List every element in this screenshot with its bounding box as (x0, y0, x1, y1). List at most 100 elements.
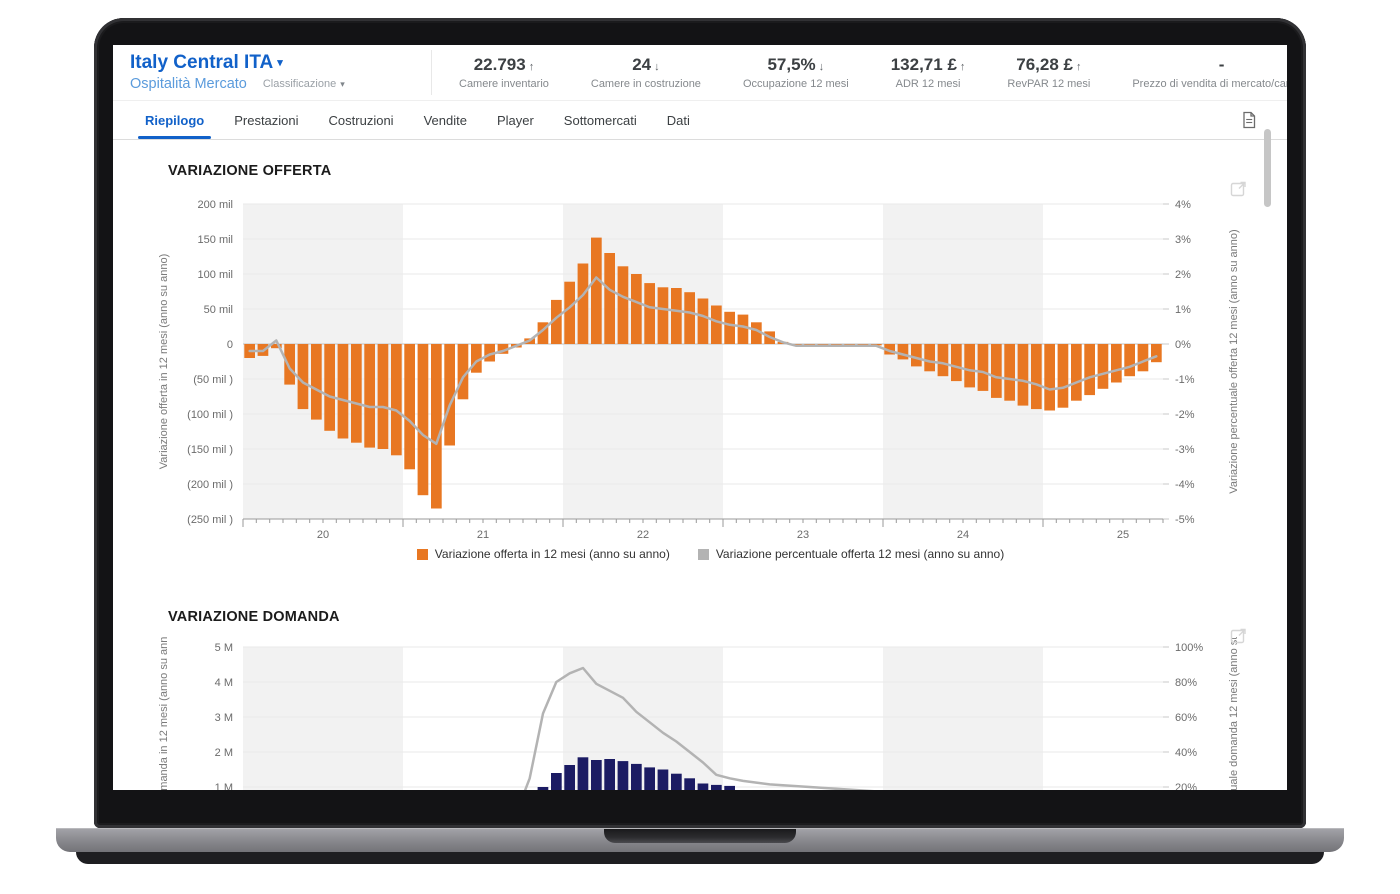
down-arrow-icon: ↓ (818, 61, 825, 73)
svg-text:2%: 2% (1175, 269, 1191, 281)
svg-text:4 M: 4 M (215, 677, 233, 689)
svg-text:20: 20 (317, 529, 329, 541)
svg-text:(50 mil ): (50 mil ) (193, 374, 233, 386)
svg-text:0%: 0% (1175, 339, 1191, 351)
stat-label: ADR 12 mesi (895, 78, 961, 90)
document-report-icon[interactable] (1239, 110, 1259, 130)
svg-text:-5%: -5% (1175, 514, 1195, 526)
svg-text:Variazione domanda in 12 mesi: Variazione domanda in 12 mesi (anno su a… (158, 637, 170, 790)
classification-label: Classificazione (262, 78, 337, 90)
svg-text:-4%: -4% (1175, 479, 1195, 491)
stat-label: RevPAR 12 mesi (1007, 78, 1091, 90)
supply-chart-title: VARIAZIONE OFFERTA (168, 163, 332, 179)
laptop-lid-bezel: Italy Central ITA ▾ Ospitalità Mercato Cl… (94, 18, 1306, 828)
stat-label: Camere in costruzione (590, 78, 701, 90)
svg-text:(150 mil ): (150 mil ) (187, 444, 233, 456)
legend-item-supply-bars: Variazione offerta in 12 mesi (anno su a… (416, 547, 670, 561)
svg-text:60%: 60% (1175, 712, 1197, 724)
svg-text:150 mil: 150 mil (198, 234, 233, 246)
stat-label: Occupazione 12 mesi (742, 78, 849, 90)
svg-text:80%: 80% (1175, 677, 1197, 689)
laptop-notch (604, 829, 796, 843)
svg-text:-1%: -1% (1175, 374, 1195, 386)
svg-text:5 M: 5 M (215, 642, 233, 654)
svg-text:(200 mil ): (200 mil ) (187, 479, 233, 491)
dashboard-content: VARIAZIONE OFFERTA 200 mil 150 mil 100 mil… (113, 129, 1287, 790)
app-header: Italy Central ITA ▾ Ospitalità Mercato Cl… (113, 45, 1287, 101)
svg-text:22: 22 (637, 529, 649, 541)
tab-vendite[interactable]: Vendite (423, 112, 467, 128)
tab-dati[interactable]: Dati (666, 112, 690, 128)
up-arrow-icon: ↑ (1075, 61, 1082, 73)
svg-text:Variazione percentuale offerta: Variazione percentuale offerta 12 mesi (… (1228, 229, 1240, 493)
stat-value: 57,5% (767, 55, 816, 74)
svg-text:1 M: 1 M (215, 782, 233, 790)
svg-text:24: 24 (957, 529, 969, 541)
stat-value: 22.793 (473, 55, 526, 74)
svg-text:(100 mil ): (100 mil ) (187, 409, 233, 421)
legend-swatch-orange (416, 548, 428, 560)
tab-riepilogo[interactable]: Riepilogo (130, 101, 219, 139)
stat-occupazione: 57,5% ↓ Occupazione 12 mesi (722, 55, 870, 90)
legend-item-supply-pct-line: Variazione percentuale offerta 12 mesi (… (697, 547, 1005, 561)
svg-text:23: 23 (797, 529, 809, 541)
classification-dropdown[interactable]: Classificazione ▾ (263, 78, 345, 90)
laptop-screen: Italy Central ITA ▾ Ospitalità Mercato Cl… (113, 45, 1287, 790)
svg-text:3%: 3% (1175, 234, 1191, 246)
svg-text:Variazione percentuale domanda: Variazione percentuale domanda 12 mesi (… (1228, 637, 1240, 790)
supply-chart-canvas: 200 mil 150 mil 100 mil 50 mil 0 (50 mil ) (10… (158, 199, 1240, 541)
svg-text:40%: 40% (1175, 747, 1197, 759)
svg-text:100 mil: 100 mil (198, 269, 233, 281)
stat-adr: 132,71 £ ↑ ADR 12 mesi (870, 55, 987, 90)
up-arrow-icon: ↑ (959, 61, 966, 73)
laptop-base (56, 828, 1344, 864)
expand-icon[interactable] (1230, 627, 1247, 644)
stat-revpar: 76,28 £ ↑ RevPAR 12 mesi (986, 55, 1111, 90)
svg-text:100%: 100% (1175, 642, 1203, 654)
tab-costruzioni[interactable]: Costruzioni (328, 112, 394, 128)
svg-text:4%: 4% (1175, 199, 1191, 211)
tab-prestazioni[interactable]: Prestazioni (234, 112, 299, 128)
expand-icon[interactable] (1230, 180, 1247, 197)
vertical-scrollbar[interactable] (1264, 129, 1271, 207)
market-subtitle: Ospitalità Mercato (130, 76, 247, 92)
svg-text:25: 25 (1117, 529, 1129, 541)
chevron-down-icon: ▾ (340, 79, 345, 89)
tab-player[interactable]: Player (496, 112, 534, 128)
tab-sottomercati[interactable]: Sottomercati (563, 112, 637, 128)
stat-camere-inventario: 22.793 ↑ Camere inventario (438, 55, 570, 90)
svg-text:50 mil: 50 mil (204, 304, 233, 316)
stat-value: 24 (632, 55, 652, 74)
stat-value: - (1218, 55, 1225, 74)
stat-camere-costruzione: 24 ↓ Camere in costruzione (570, 55, 722, 90)
stat-label: Camere inventario (459, 78, 549, 90)
chevron-down-icon: ▾ (277, 57, 283, 69)
kpi-stats-row: 22.793 ↑ Camere inventario 24 ↓ Camere in … (431, 50, 1287, 95)
up-arrow-icon: ↑ (528, 61, 535, 73)
svg-text:200 mil: 200 mil (198, 199, 233, 211)
legend-label: Variazione percentuale offerta 12 mesi (… (715, 547, 1005, 561)
laptop-frame: Italy Central ITA ▾ Ospitalità Mercato Cl… (56, 18, 1344, 864)
legend-swatch-gray (697, 548, 709, 560)
market-header: Italy Central ITA ▾ Ospitalità Mercato Cl… (130, 51, 345, 92)
tab-bar: Riepilogo Prestazioni Costruzioni Vendit… (113, 101, 1287, 140)
svg-text:Variazione offerta in 12 mesi: Variazione offerta in 12 mesi (anno su a… (158, 254, 170, 469)
svg-text:0: 0 (227, 339, 233, 351)
svg-text:-3%: -3% (1175, 444, 1195, 456)
down-arrow-icon: ↓ (654, 61, 660, 73)
stat-prezzo-vendita: - Prezzo di vendita di mercato/camera (1111, 55, 1287, 90)
supply-chart: 200 mil 150 mil 100 mil 50 mil 0 (50 mil ) (10… (143, 194, 1287, 542)
stat-label: Prezzo di vendita di mercato/camera (1132, 78, 1287, 90)
supply-chart-legend: Variazione offerta in 12 mesi (anno su a… (143, 544, 1278, 564)
stat-value: 76,28 £ (1016, 55, 1073, 74)
svg-text:2 M: 2 M (215, 747, 233, 759)
svg-text:21: 21 (477, 529, 489, 541)
svg-text:3 M: 3 M (215, 712, 233, 724)
market-title: Italy Central ITA (130, 52, 274, 73)
legend-label: Variazione offerta in 12 mesi (anno su a… (434, 547, 670, 561)
svg-text:-2%: -2% (1175, 409, 1195, 421)
market-selector[interactable]: Italy Central ITA ▾ (130, 51, 345, 75)
stat-value: 132,71 £ (890, 55, 957, 74)
svg-text:20%: 20% (1175, 782, 1197, 790)
